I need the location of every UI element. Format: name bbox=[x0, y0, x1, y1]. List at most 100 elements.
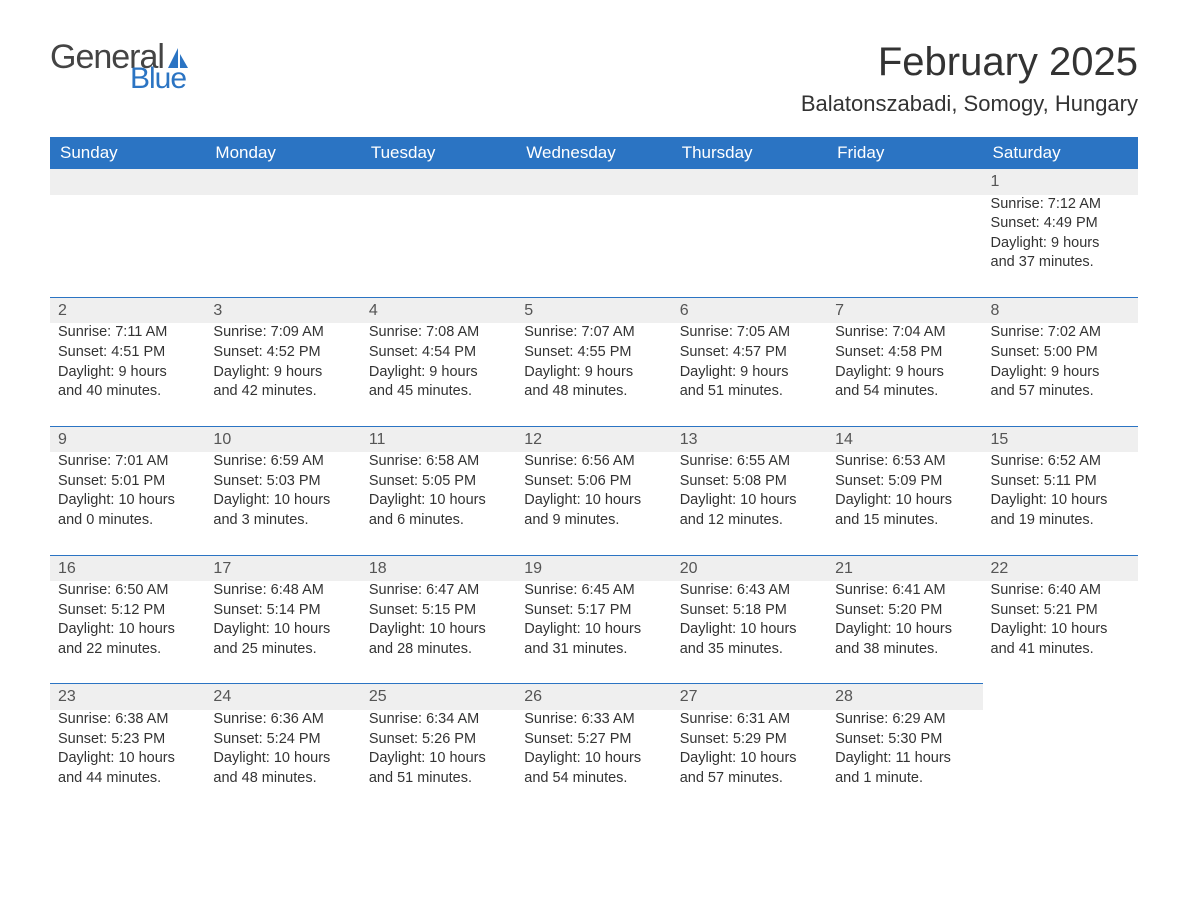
day-number bbox=[983, 684, 1138, 710]
daylight-text: and 37 minutes. bbox=[991, 253, 1130, 273]
day-number: 9 bbox=[50, 426, 205, 452]
sunset-text: Sunset: 5:03 PM bbox=[213, 472, 352, 492]
daylight-text: and 48 minutes. bbox=[213, 769, 352, 789]
day-detail-cell: Sunrise: 7:11 AMSunset: 4:51 PMDaylight:… bbox=[50, 323, 205, 426]
sunset-text: Sunset: 5:17 PM bbox=[524, 601, 663, 621]
day-number-row: 2345678 bbox=[50, 297, 1138, 323]
day-number: 22 bbox=[983, 555, 1138, 581]
daylight-text: and 48 minutes. bbox=[524, 382, 663, 402]
sunset-text: Sunset: 5:21 PM bbox=[991, 601, 1130, 621]
sunrise-text: Sunrise: 6:41 AM bbox=[835, 581, 974, 601]
daylight-text: Daylight: 10 hours bbox=[213, 749, 352, 769]
sunset-text: Sunset: 5:09 PM bbox=[835, 472, 974, 492]
day-detail-row: Sunrise: 7:11 AMSunset: 4:51 PMDaylight:… bbox=[50, 323, 1138, 426]
daylight-text: and 54 minutes. bbox=[835, 382, 974, 402]
sunrise-text: Sunrise: 6:52 AM bbox=[991, 452, 1130, 472]
day-number: 16 bbox=[50, 555, 205, 581]
sunrise-text: Sunrise: 6:40 AM bbox=[991, 581, 1130, 601]
weekday-header: Friday bbox=[827, 137, 982, 169]
day-detail-cell bbox=[983, 710, 1138, 812]
daylight-text: and 1 minute. bbox=[835, 769, 974, 789]
weekday-header-row: SundayMondayTuesdayWednesdayThursdayFrid… bbox=[50, 137, 1138, 169]
sunset-text: Sunset: 5:23 PM bbox=[58, 730, 197, 750]
sunset-text: Sunset: 5:06 PM bbox=[524, 472, 663, 492]
sunset-text: Sunset: 5:01 PM bbox=[58, 472, 197, 492]
daylight-text: Daylight: 9 hours bbox=[58, 363, 197, 383]
sunset-text: Sunset: 5:29 PM bbox=[680, 730, 819, 750]
sunrise-text: Sunrise: 7:04 AM bbox=[835, 323, 974, 343]
day-detail-row: Sunrise: 7:01 AMSunset: 5:01 PM Daylight:… bbox=[50, 452, 1138, 555]
day-detail-cell bbox=[672, 195, 827, 298]
daylight-text: Daylight: 10 hours bbox=[991, 491, 1130, 511]
sunrise-text: Sunrise: 6:33 AM bbox=[524, 710, 663, 730]
title-block: February 2025 Balatonszabadi, Somogy, Hu… bbox=[801, 40, 1138, 117]
daylight-text: and 35 minutes. bbox=[680, 640, 819, 660]
day-number: 27 bbox=[672, 684, 827, 710]
day-detail-cell bbox=[50, 195, 205, 298]
sunset-text: Sunset: 4:57 PM bbox=[680, 343, 819, 363]
daylight-text: and 6 minutes. bbox=[369, 511, 508, 531]
day-detail-cell: Sunrise: 7:02 AMSunset: 5:00 PMDaylight:… bbox=[983, 323, 1138, 426]
day-number: 15 bbox=[983, 426, 1138, 452]
daylight-text: and 3 minutes. bbox=[213, 511, 352, 531]
daylight-text: Daylight: 10 hours bbox=[213, 491, 352, 511]
day-detail-cell: Sunrise: 6:36 AMSunset: 5:24 PMDaylight:… bbox=[205, 710, 360, 812]
daylight-text: Daylight: 9 hours bbox=[524, 363, 663, 383]
daylight-text: and 54 minutes. bbox=[524, 769, 663, 789]
daylight-text: Daylight: 9 hours bbox=[680, 363, 819, 383]
day-detail-cell: Sunrise: 6:43 AMSunset: 5:18 PMDaylight:… bbox=[672, 581, 827, 684]
day-number-row: 1 bbox=[50, 169, 1138, 195]
day-number: 18 bbox=[361, 555, 516, 581]
sunset-text: Sunset: 4:55 PM bbox=[524, 343, 663, 363]
day-number-row: 9101112131415 bbox=[50, 426, 1138, 452]
logo-sail-icon bbox=[166, 46, 190, 70]
day-number: 4 bbox=[361, 297, 516, 323]
location-subtitle: Balatonszabadi, Somogy, Hungary bbox=[801, 91, 1138, 117]
sunrise-text: Sunrise: 7:11 AM bbox=[58, 323, 197, 343]
sunrise-text: Sunrise: 6:36 AM bbox=[213, 710, 352, 730]
daylight-text: and 12 minutes. bbox=[680, 511, 819, 531]
weekday-header: Thursday bbox=[672, 137, 827, 169]
day-detail-cell: Sunrise: 6:59 AMSunset: 5:03 PMDaylight:… bbox=[205, 452, 360, 555]
sunset-text: Sunset: 5:05 PM bbox=[369, 472, 508, 492]
daylight-text: Daylight: 10 hours bbox=[680, 491, 819, 511]
day-number: 28 bbox=[827, 684, 982, 710]
sunset-text: Sunset: 5:11 PM bbox=[991, 472, 1130, 492]
day-number: 13 bbox=[672, 426, 827, 452]
sunrise-text: Sunrise: 7:01 AM bbox=[58, 452, 197, 472]
sunrise-text: Sunrise: 7:02 AM bbox=[991, 323, 1130, 343]
day-number bbox=[827, 169, 982, 195]
day-number: 25 bbox=[361, 684, 516, 710]
day-detail-cell: Sunrise: 7:08 AMSunset: 4:54 PMDaylight:… bbox=[361, 323, 516, 426]
daylight-text: Daylight: 9 hours bbox=[991, 363, 1130, 383]
day-detail-cell: Sunrise: 6:31 AMSunset: 5:29 PMDaylight:… bbox=[672, 710, 827, 812]
sunrise-text: Sunrise: 6:55 AM bbox=[680, 452, 819, 472]
sunrise-text: Sunrise: 6:47 AM bbox=[369, 581, 508, 601]
day-detail-cell: Sunrise: 6:50 AMSunset: 5:12 PMDaylight:… bbox=[50, 581, 205, 684]
daylight-text: Daylight: 10 hours bbox=[213, 620, 352, 640]
day-detail-cell: Sunrise: 6:40 AMSunset: 5:21 PMDaylight:… bbox=[983, 581, 1138, 684]
day-detail-row: Sunrise: 6:38 AMSunset: 5:23 PMDaylight:… bbox=[50, 710, 1138, 812]
sunset-text: Sunset: 5:00 PM bbox=[991, 343, 1130, 363]
sunset-text: Sunset: 4:51 PM bbox=[58, 343, 197, 363]
weekday-header: Tuesday bbox=[361, 137, 516, 169]
sunrise-text: Sunrise: 6:59 AM bbox=[213, 452, 352, 472]
day-detail-cell: Sunrise: 6:56 AMSunset: 5:06 PMDaylight:… bbox=[516, 452, 671, 555]
daylight-text: Daylight: 10 hours bbox=[58, 620, 197, 640]
daylight-text: Daylight: 9 hours bbox=[369, 363, 508, 383]
daylight-text: and 51 minutes. bbox=[369, 769, 508, 789]
day-detail-cell: Sunrise: 6:41 AMSunset: 5:20 PMDaylight:… bbox=[827, 581, 982, 684]
day-number: 19 bbox=[516, 555, 671, 581]
sunrise-text: Sunrise: 6:53 AM bbox=[835, 452, 974, 472]
day-detail-cell: Sunrise: 6:34 AMSunset: 5:26 PMDaylight:… bbox=[361, 710, 516, 812]
day-detail-cell: Sunrise: 6:38 AMSunset: 5:23 PMDaylight:… bbox=[50, 710, 205, 812]
daylight-text: Daylight: 10 hours bbox=[369, 491, 508, 511]
daylight-text: Daylight: 10 hours bbox=[524, 620, 663, 640]
sunset-text: Sunset: 5:08 PM bbox=[680, 472, 819, 492]
sunrise-text: Sunrise: 6:31 AM bbox=[680, 710, 819, 730]
day-number bbox=[361, 169, 516, 195]
sunrise-text: Sunrise: 6:58 AM bbox=[369, 452, 508, 472]
daylight-text: and 0 minutes. bbox=[58, 511, 197, 531]
daylight-text: and 22 minutes. bbox=[58, 640, 197, 660]
day-detail-cell bbox=[827, 195, 982, 298]
